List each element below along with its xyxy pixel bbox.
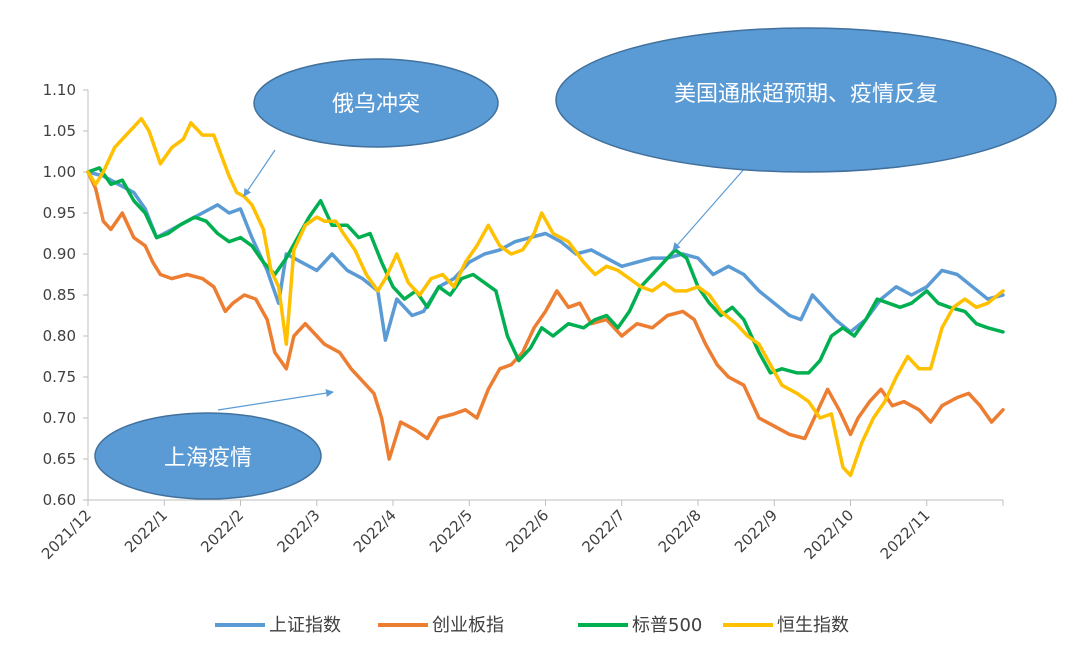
x-tick-label: 2021/12 — [38, 506, 95, 563]
annotation-text-inflation: 美国通胀超预期、疫情反复 — [674, 82, 938, 107]
y-tick-label: 0.75 — [43, 368, 76, 386]
y-tick-label: 0.80 — [43, 327, 76, 345]
series-line-1 — [86, 170, 1005, 461]
annotation-bubble-shanghai — [94, 412, 322, 500]
y-tick-label: 1.00 — [43, 163, 76, 181]
y-tick-label: 1.10 — [43, 81, 76, 99]
x-tick-label: 2022/10 — [801, 506, 858, 563]
y-tick-label: 0.70 — [43, 409, 76, 427]
x-tick-label: 2022/5 — [426, 506, 476, 556]
x-tick-label: 2022/6 — [502, 506, 552, 556]
x-tick-label: 2022/1 — [121, 506, 171, 556]
legend: 上证指数 创业板指 标普500 恒生指数 — [215, 615, 849, 636]
legend-label: 标普500 — [632, 615, 702, 636]
x-axis: 2021/12 2022/1 2022/2 2022/3 2022/4 2022/5 202… — [38, 499, 1004, 563]
x-tick-label: 2022/7 — [579, 506, 629, 556]
x-tick-label: 2022/2 — [197, 506, 247, 556]
annotations: 俄乌冲突 美国通胀超预期、疫情反复 上海疫情 — [94, 27, 1057, 500]
series-lines — [86, 116, 1005, 478]
y-tick-label: 1.05 — [43, 122, 76, 140]
x-tick-label: 2022/11 — [877, 506, 934, 563]
x-tick-label: 2022/3 — [274, 506, 324, 556]
annotation-bubble-ukraine — [253, 58, 499, 148]
annotation-arrow-shanghai — [217, 389, 334, 411]
x-tick-label: 2022/4 — [350, 506, 400, 556]
y-tick-label: 0.95 — [43, 204, 76, 222]
annotation-text-ukraine: 俄乌冲突 — [332, 92, 420, 117]
legend-label: 恒生指数 — [777, 615, 849, 636]
series-line-0 — [86, 170, 1005, 342]
series-line-3 — [86, 116, 1005, 478]
x-tick-label: 2022/8 — [655, 506, 705, 556]
y-tick-label: 0.65 — [43, 450, 76, 468]
y-axis: 0.60 0.65 0.70 0.75 0.80 0.85 0.90 0.95 1.00 1.05… — [43, 81, 89, 509]
x-tick-label: 2022/9 — [731, 506, 781, 556]
series-line-2 — [86, 166, 1005, 375]
annotation-arrow-ukraine — [243, 149, 276, 197]
y-tick-label: 0.60 — [43, 491, 76, 509]
legend-label: 创业板指 — [432, 615, 504, 636]
annotation-arrow-inflation — [672, 167, 746, 251]
annotation-text-shanghai: 上海疫情 — [164, 446, 252, 471]
annotation-bubble-inflation — [555, 27, 1057, 173]
y-tick-label: 0.90 — [43, 245, 76, 263]
legend-label: 上证指数 — [269, 615, 341, 636]
y-tick-label: 0.85 — [43, 286, 76, 304]
